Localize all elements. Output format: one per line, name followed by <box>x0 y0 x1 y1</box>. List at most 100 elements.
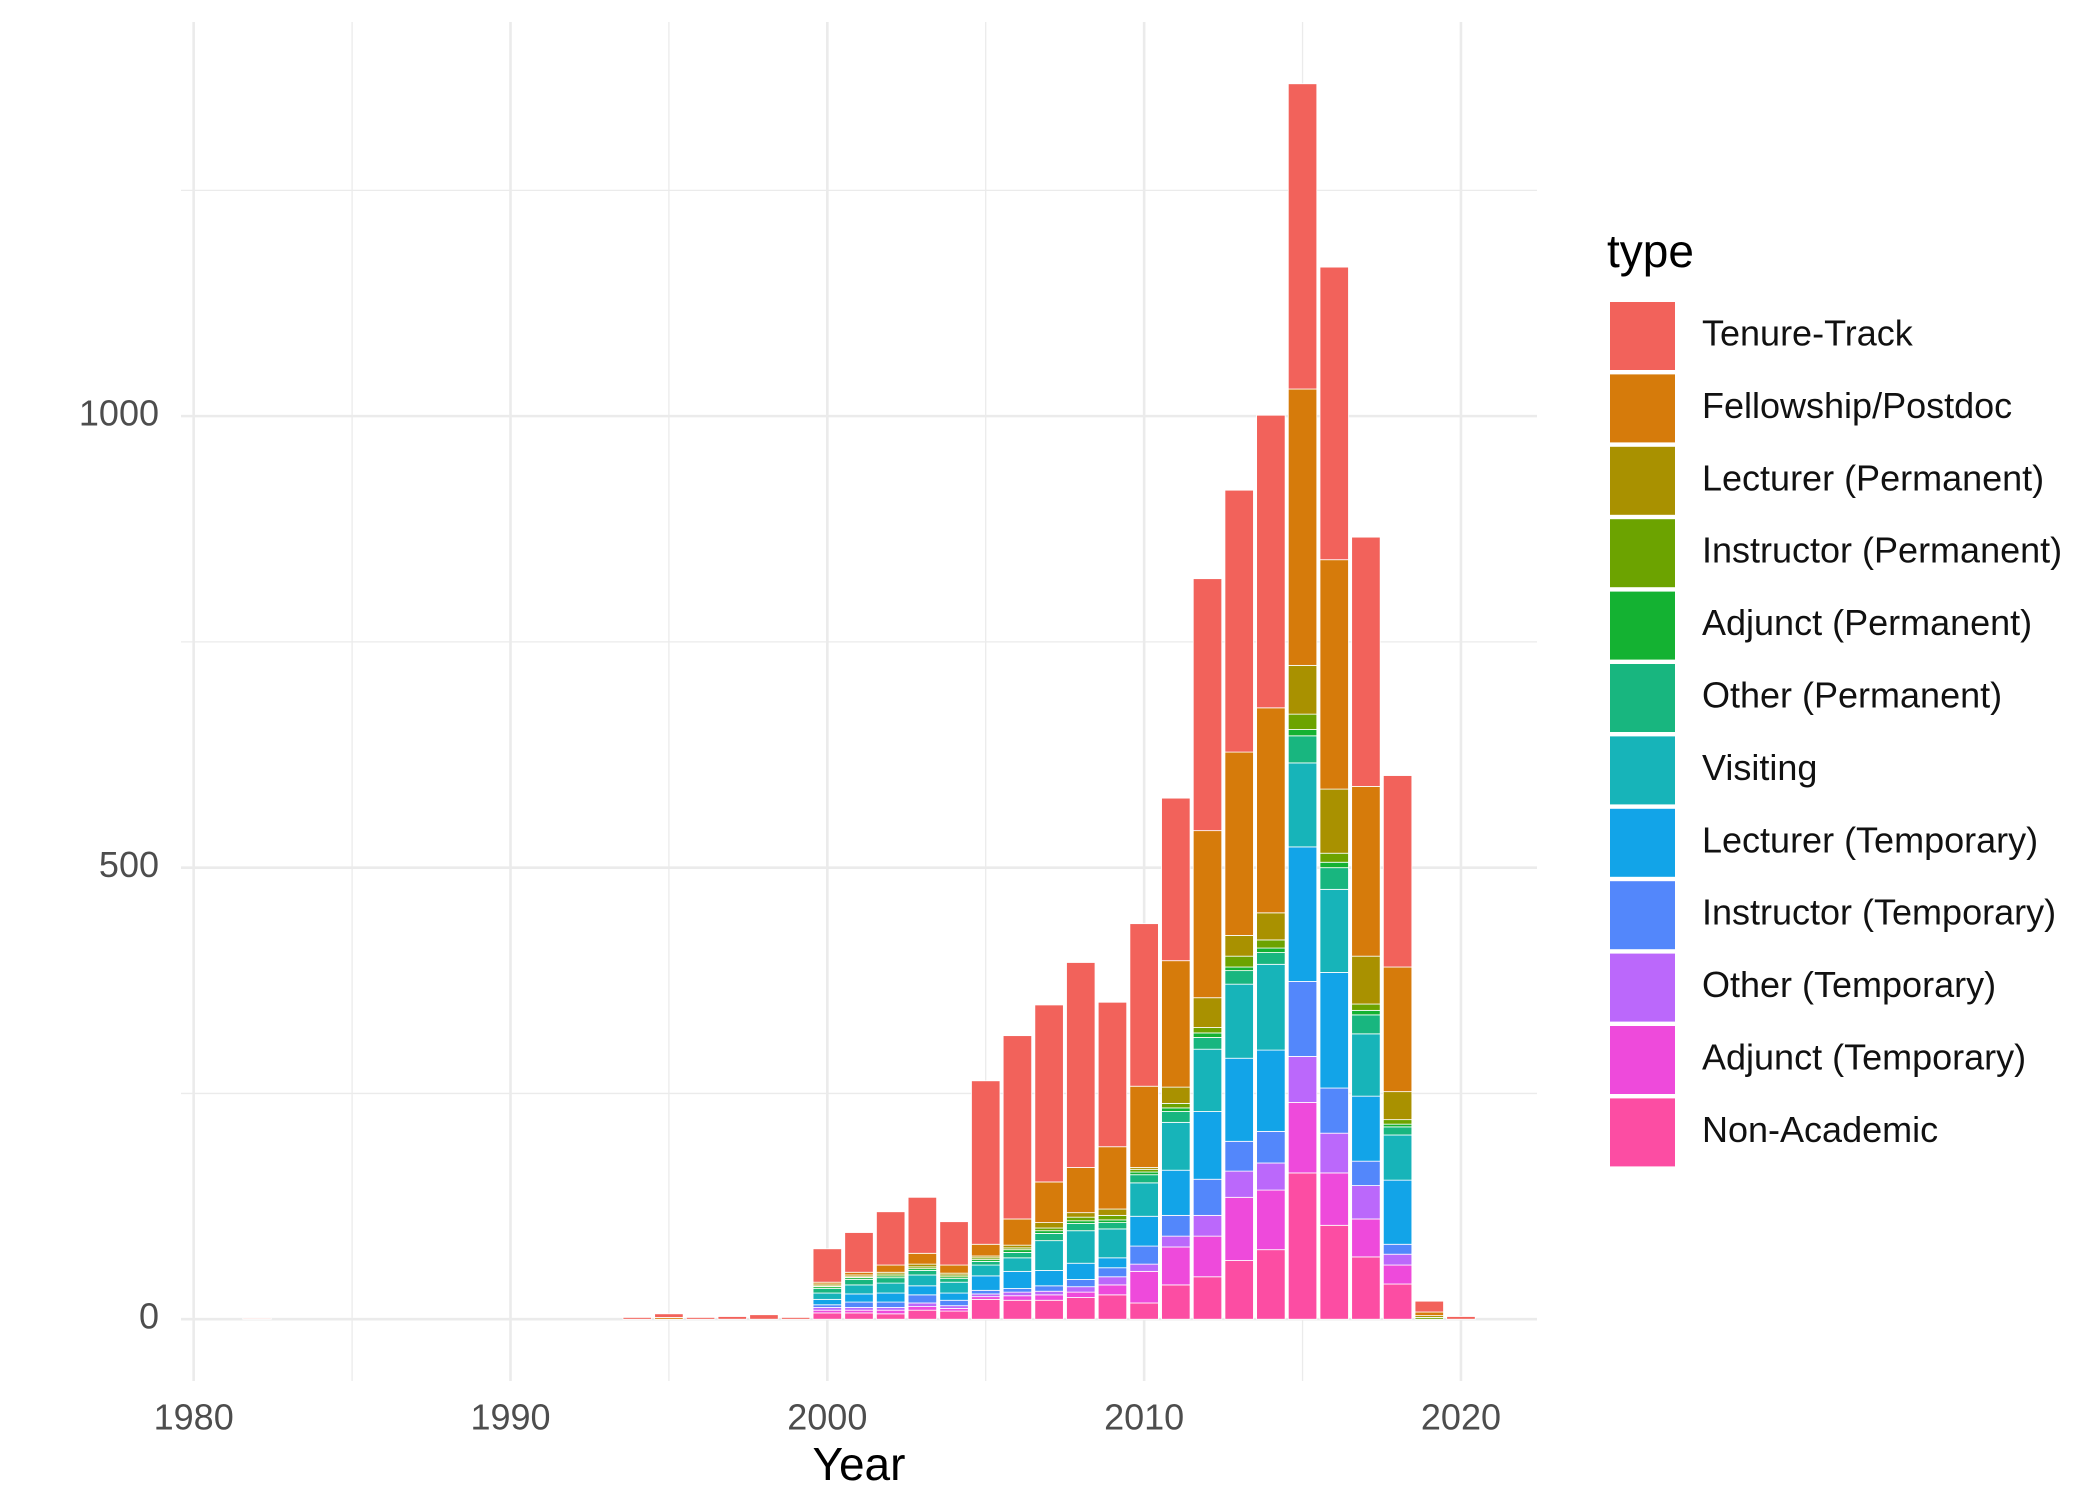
bar-2001-adjunct-temporary <box>844 1309 874 1314</box>
bar-2009-instructor-temporary <box>1097 1267 1128 1278</box>
bar-2008-lecturer-permanent <box>1066 1212 1096 1218</box>
bar-2003-non-academic <box>907 1309 938 1320</box>
bar-2007-lecturer-temporary <box>1034 1270 1064 1287</box>
bar-2002-visiting <box>876 1282 906 1294</box>
bar-2020-tenure-track <box>1446 1316 1476 1320</box>
bar-2017-adjunct-temporary <box>1351 1218 1381 1258</box>
bar-2005-non-academic <box>971 1298 1001 1320</box>
legend-key-swatch <box>1610 519 1675 588</box>
bar-2011-lecturer-permanent <box>1161 1086 1191 1104</box>
bar-2000-non-academic <box>812 1312 842 1320</box>
bar-2014-other-permanent <box>1256 952 1286 965</box>
legend-label: Lecturer (Temporary) <box>1702 819 2038 860</box>
bar-2001-other-temporary <box>844 1307 874 1311</box>
x-axis-tick-labels: 1980 1990 2000 2010 2020 <box>154 1397 1501 1438</box>
bar-2012-instructor-temporary <box>1192 1178 1223 1216</box>
bar-2008-tenure-track <box>1066 962 1096 1168</box>
bar-2004-other-temporary <box>939 1305 969 1309</box>
bar-2012-other-permanent <box>1192 1037 1223 1050</box>
y-tick-label: 1000 <box>79 393 159 434</box>
bar-2016-tenure-track <box>1319 266 1349 561</box>
bar-2009-tenure-track <box>1097 1001 1128 1148</box>
bar-2012-visiting <box>1192 1048 1223 1112</box>
bar-2006-tenure-track <box>1002 1035 1033 1220</box>
legend-item-non-academic: Non-Academic <box>1610 1098 1938 1167</box>
bar-2007-other-temporary <box>1034 1290 1064 1296</box>
bar-2018-instructor-permanent <box>1382 1119 1413 1125</box>
bar-2018-adjunct-temporary <box>1382 1264 1413 1285</box>
bar-2011-adjunct-permanent <box>1161 1107 1191 1112</box>
bar-2018-non-academic <box>1382 1283 1413 1320</box>
bar-2015-fellowship-postdoc <box>1287 388 1318 666</box>
bar-2006-adjunct-temporary <box>1002 1295 1033 1301</box>
x-tick-label: 2000 <box>787 1397 867 1438</box>
bar-2014-lecturer-permanent <box>1256 912 1286 941</box>
bar-2010-adjunct-temporary <box>1129 1270 1159 1304</box>
bar-2019-fellowship-postdoc <box>1414 1311 1444 1317</box>
bar-2017-fellowship-postdoc <box>1351 785 1381 957</box>
bar-2013-other-permanent <box>1224 970 1254 985</box>
legend-key-swatch <box>1610 808 1675 877</box>
bar-2007-instructor-temporary <box>1034 1285 1064 1292</box>
bar-2000-tenure-track <box>812 1248 842 1283</box>
bar-2003-instructor-temporary <box>907 1294 938 1304</box>
bar-2012-instructor-permanent <box>1192 1027 1223 1034</box>
bar-2014-other-temporary <box>1256 1162 1286 1191</box>
legend-key-swatch <box>1610 1098 1675 1167</box>
bar-2007-non-academic <box>1034 1299 1064 1320</box>
bar-2003-tenure-track <box>907 1196 938 1254</box>
bar-2016-adjunct-temporary <box>1319 1172 1349 1226</box>
bar-2000-adjunct-temporary <box>812 1309 842 1314</box>
y-tick-label: 500 <box>99 844 159 885</box>
bar-2016-other-temporary <box>1319 1132 1349 1174</box>
bar-2004-tenure-track <box>939 1221 969 1266</box>
bar-2013-tenure-track <box>1224 489 1254 753</box>
bar-2016-instructor-permanent <box>1319 852 1349 863</box>
bar-2002-adjunct-temporary <box>876 1309 906 1315</box>
bar-2012-adjunct-temporary <box>1192 1235 1223 1278</box>
bar-2017-instructor-permanent <box>1351 1003 1381 1011</box>
bar-2004-instructor-temporary <box>939 1299 969 1307</box>
bar-2005-adjunct-temporary <box>971 1296 1001 1300</box>
legend-item-adjunct-permanent: Adjunct (Permanent) <box>1610 591 2032 660</box>
bar-2013-adjunct-temporary <box>1224 1196 1254 1261</box>
bar-2018-lecturer-permanent <box>1382 1091 1413 1121</box>
bar-2010-other-permanent <box>1129 1174 1159 1184</box>
bar-2010-tenure-track <box>1129 923 1159 1087</box>
legend-key-swatch <box>1610 1026 1675 1094</box>
bar-1994-tenure-track <box>622 1317 652 1320</box>
bar-2016-lecturer-permanent <box>1319 788 1349 854</box>
bar-2007-adjunct-temporary <box>1034 1294 1064 1301</box>
bar-2008-other-permanent <box>1066 1223 1096 1232</box>
bar-2008-visiting <box>1066 1230 1096 1264</box>
bar-2009-fellowship-postdoc <box>1097 1146 1128 1210</box>
bar-2018-tenure-track <box>1382 775 1413 968</box>
bar-2017-non-academic <box>1351 1256 1381 1320</box>
bar-2007-visiting <box>1034 1240 1064 1271</box>
bar-2015-visiting <box>1287 762 1318 848</box>
bar-2015-lecturer-permanent <box>1287 664 1318 715</box>
legend-item-adjunct-temporary: Adjunct (Temporary) <box>1610 1026 2026 1094</box>
bar-2014-adjunct-permanent <box>1256 947 1286 953</box>
bar-2011-fellowship-postdoc <box>1161 960 1191 1088</box>
legend-key-swatch <box>1610 591 1675 660</box>
bar-2005-fellowship-postdoc <box>971 1243 1001 1257</box>
bar-2001-other-permanent <box>844 1279 874 1286</box>
bar-2010-adjunct-permanent <box>1129 1171 1159 1176</box>
legend-label: Adjunct (Temporary) <box>1702 1037 2026 1078</box>
bar-2008-adjunct-temporary <box>1066 1291 1096 1298</box>
bar-2018-lecturer-temporary <box>1382 1179 1413 1245</box>
bar-2006-other-permanent <box>1002 1251 1033 1259</box>
bar-2015-lecturer-temporary <box>1287 846 1318 982</box>
bars <box>242 83 1476 1320</box>
bar-2008-non-academic <box>1066 1297 1096 1320</box>
legend-item-lecturer-permanent: Lecturer (Permanent) <box>1610 446 2044 515</box>
legend-items: Tenure-Track Fellowship/Postdoc Lecturer (… <box>1610 302 2062 1167</box>
legend-item-instructor-temporary: Instructor (Temporary) <box>1610 881 2056 950</box>
legend-label: Other (Temporary) <box>1702 964 1996 1005</box>
bar-2014-adjunct-temporary <box>1256 1189 1286 1251</box>
bar-2007-other-permanent <box>1034 1233 1064 1242</box>
legend-item-other-temporary: Other (Temporary) <box>1610 953 1996 1022</box>
bar-2014-tenure-track <box>1256 414 1286 709</box>
y-tick-label: 0 <box>139 1296 159 1337</box>
